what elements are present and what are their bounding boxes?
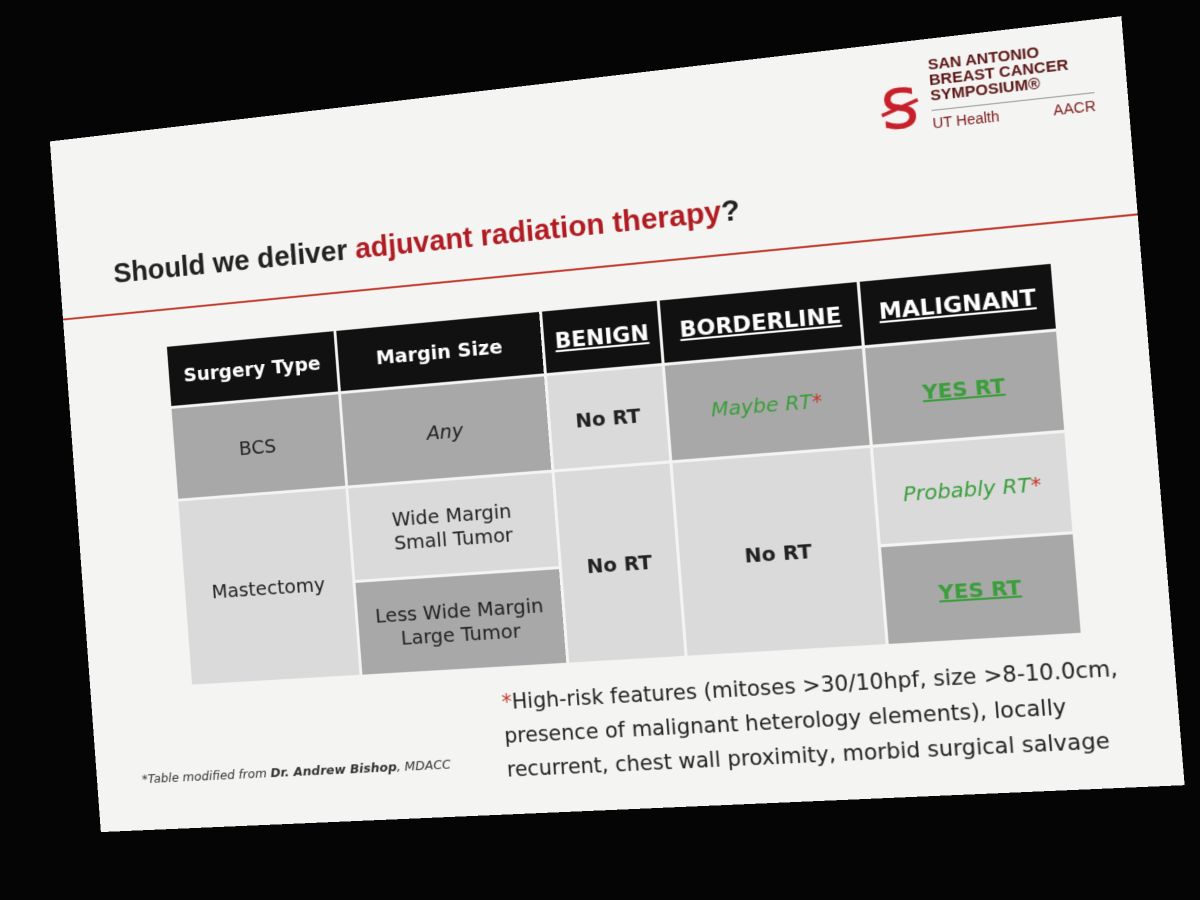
cell: Any	[339, 374, 553, 488]
logo-org: AACR	[1052, 97, 1097, 119]
asterisk: *	[810, 388, 824, 414]
slide: ꞩ SAN ANTONIO BREAST CANCER SYMPOSIUM® U…	[49, 16, 1185, 833]
cell-text: Any	[425, 418, 465, 445]
risk-note: *High-risk features (mitoses >30/10hpf, …	[500, 649, 1149, 786]
title-text: Should we deliver	[112, 234, 349, 290]
cell: YES RT	[863, 329, 1066, 447]
cell: Less Wide Margin Large Tumor	[353, 567, 568, 677]
cell: YES RT	[879, 532, 1083, 646]
logo-mark: ꞩ	[877, 63, 922, 147]
cell-text: Maybe RT	[710, 388, 813, 422]
logo: ꞩ SAN ANTONIO BREAST CANCER SYMPOSIUM® U…	[877, 39, 1097, 146]
source-text: *Table modified from	[141, 766, 268, 788]
cell: No RT	[552, 461, 687, 665]
logo-org: UT Health	[931, 107, 1000, 132]
cell-text: YES RT	[937, 574, 1023, 605]
cell: No RT	[545, 364, 672, 472]
cell-text: YES RT	[921, 372, 1006, 405]
cell: No RT	[671, 446, 888, 658]
cell: Maybe RT*	[663, 346, 872, 462]
risk-text: High-risk features (mitoses >30/10hpf, s…	[503, 656, 1119, 782]
cell: Wide Margin Small Tumor	[346, 471, 561, 582]
column-header: BENIGN	[540, 299, 664, 375]
table: Surgery Type Margin Size BENIGN BORDERLI…	[164, 260, 1084, 687]
cell: BCS	[170, 392, 347, 501]
title-text: ?	[719, 193, 742, 229]
cell: Probably RT*	[871, 431, 1075, 546]
title: Should we deliver adjuvant radiation the…	[112, 193, 741, 290]
source-author: Dr. Andrew Bishop	[270, 760, 398, 782]
cell-text: Probably RT	[901, 472, 1032, 507]
asterisk: *	[1029, 471, 1043, 498]
source-note: *Table modified from Dr. Andrew Bishop, …	[141, 758, 451, 788]
title-highlight: adjuvant radiation therapy	[353, 195, 723, 266]
source-text: , MDACC	[396, 757, 452, 775]
cell: Mastectomy	[176, 487, 361, 687]
